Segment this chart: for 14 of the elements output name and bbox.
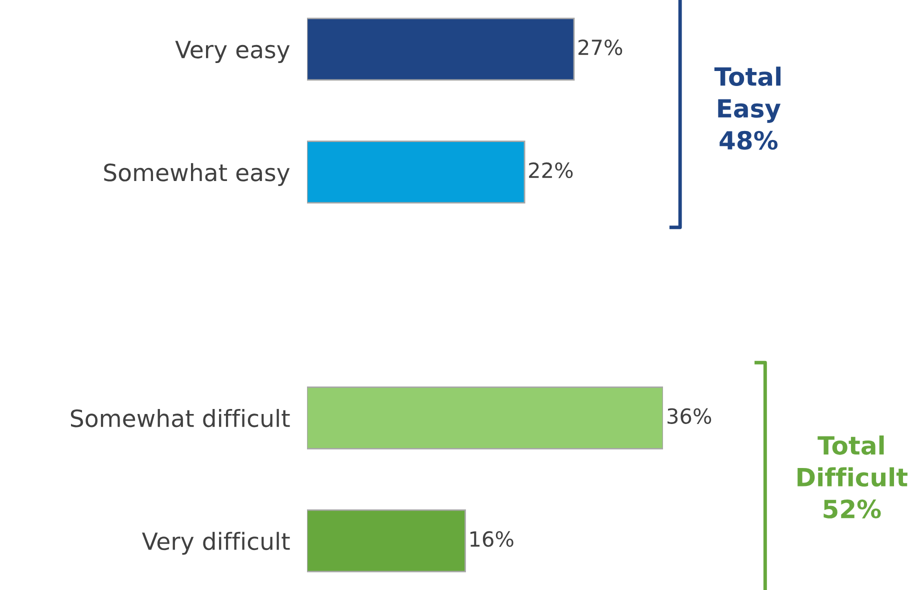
y-tick-label: Somewhat difficult bbox=[70, 408, 290, 428]
data-label: 22% bbox=[529, 162, 573, 178]
y-tick-label: Very difficult bbox=[142, 532, 290, 555]
data-label: 36% bbox=[668, 408, 712, 424]
bar bbox=[307, 140, 526, 204]
y-tick-label: Somewhat easy bbox=[104, 163, 290, 186]
bar bbox=[307, 386, 663, 450]
text: Total Easy 48% bbox=[714, 66, 781, 150]
data-label: 16% bbox=[470, 531, 514, 547]
data-label: 27% bbox=[578, 39, 622, 56]
bar bbox=[307, 509, 466, 572]
bar bbox=[307, 18, 575, 81]
text: Total Difficult 52% bbox=[798, 435, 908, 518]
y-tick-label: Very easy bbox=[175, 40, 290, 64]
